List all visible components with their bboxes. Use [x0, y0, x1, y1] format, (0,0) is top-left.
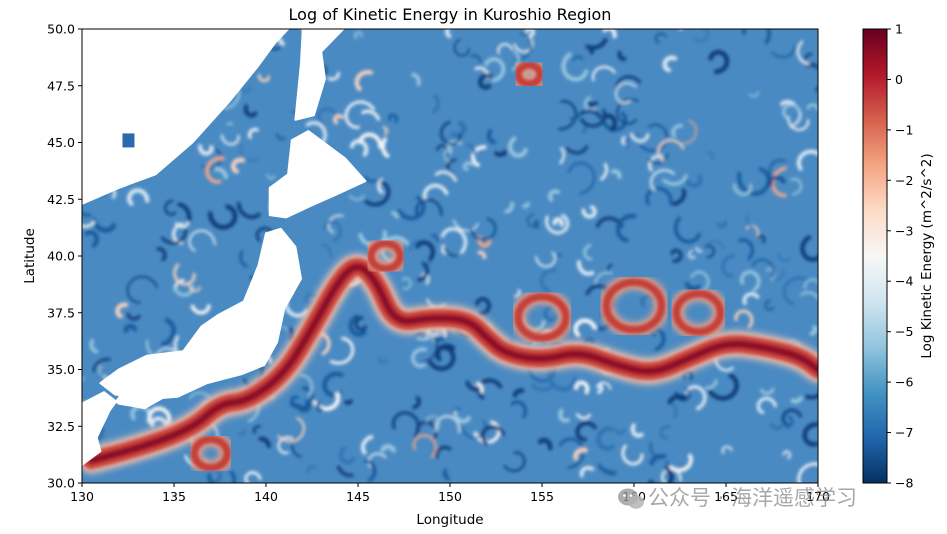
x-tick-label: 140	[254, 489, 278, 504]
land-polygon	[99, 227, 302, 400]
y-axis: 30.0 32.5 35.0 37.5 40.0 42.5 45.0 47.5 50.0	[47, 22, 82, 491]
eddy-ring	[602, 278, 666, 334]
eddy-ring	[366, 239, 405, 273]
y-axis-label: Latitude	[22, 228, 38, 284]
colorbar-tick-label: −7	[895, 425, 913, 440]
x-tick-label: 145	[346, 489, 370, 504]
x-tick-label: 155	[530, 489, 554, 504]
eddy-ring	[514, 292, 570, 342]
y-tick-label: 40.0	[47, 249, 75, 264]
chart-title: Log of Kinetic Energy in Kuroshio Region	[289, 5, 612, 24]
inland-lake	[122, 133, 135, 148]
colorbar-tick-label: −4	[895, 274, 913, 289]
colorbar-tick-label: 0	[895, 72, 903, 87]
wechat-icon	[618, 488, 644, 509]
x-tick-label: 170	[806, 489, 830, 504]
colorbar-tick-label: −1	[895, 122, 913, 137]
x-axis-label: Longitude	[416, 512, 483, 528]
colorbar-tick-label: −5	[895, 324, 913, 339]
y-tick-label: 50.0	[47, 22, 75, 37]
watermark-text: 公众号 · 海洋遥感学习	[648, 486, 857, 510]
land-polygon	[268, 130, 367, 219]
colorbar	[862, 28, 888, 484]
colorbar-axis: −8 −7 −6 −5 −4 −3 −2 −1 0 1	[887, 22, 913, 491]
colorbar-tick-label: 1	[895, 22, 903, 37]
x-tick-label: 150	[438, 489, 462, 504]
x-tick-label: 165	[714, 489, 738, 504]
watermark: 公众号 · 海洋遥感学习	[618, 486, 857, 510]
jet-center	[87, 263, 818, 464]
colorbar-tick-label: −8	[895, 476, 913, 491]
land-polygon	[82, 418, 102, 466]
colorbar-tick-label: −2	[895, 173, 913, 188]
y-tick-label: 35.0	[47, 362, 75, 377]
kuroshio-jet	[82, 57, 818, 475]
eddy-ring	[514, 60, 545, 88]
plot-area	[82, 29, 818, 483]
land-polygon	[82, 29, 290, 205]
colorbar-label: Log Kinetic Energy (m^2/s^2)	[919, 153, 935, 358]
y-tick-label: 45.0	[47, 135, 75, 150]
eddy-ring	[190, 435, 232, 472]
y-tick-label: 37.5	[47, 305, 75, 320]
land-polygon	[294, 29, 345, 121]
y-tick-label: 42.5	[47, 192, 75, 207]
colorbar-tick-label: −3	[895, 223, 913, 238]
land-mask	[82, 29, 367, 466]
eddy-ring	[672, 289, 725, 336]
colorbar-tick-label: −6	[895, 375, 913, 390]
y-tick-label: 32.5	[47, 419, 75, 434]
x-tick-label: 130	[70, 489, 94, 504]
y-tick-label: 30.0	[47, 476, 75, 491]
y-tick-label: 47.5	[47, 78, 75, 93]
x-tick-label: 135	[162, 489, 186, 504]
